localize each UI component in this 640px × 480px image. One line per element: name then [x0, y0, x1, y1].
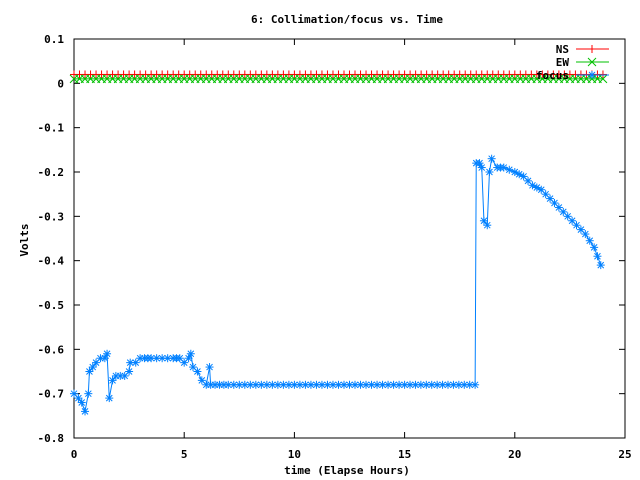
series-focus-point [367, 380, 376, 389]
legend-item-ns: NS [556, 43, 609, 56]
series-focus-point [268, 380, 277, 389]
series-focus-point [477, 163, 486, 172]
series-focus-point [186, 349, 195, 358]
series-focus-point [105, 394, 114, 403]
series-focus-point [596, 261, 605, 270]
series-focus-point [323, 380, 332, 389]
series-ns-point [598, 70, 607, 79]
y-tick-label: -0.2 [38, 166, 65, 179]
series-focus-point [585, 236, 594, 245]
legend-item-ew: EW [556, 56, 609, 69]
series-focus-line [73, 157, 602, 414]
series-ew-group [69, 74, 608, 84]
series-focus-point [147, 354, 156, 363]
x-tick-label: 5 [181, 448, 188, 461]
series-focus-point [306, 380, 315, 389]
series-focus-point [103, 349, 112, 358]
series-focus-point [479, 216, 488, 225]
y-tick-label: -0.7 [38, 388, 65, 401]
y-axis-label: Volts [18, 223, 31, 256]
series-focus-point [581, 230, 590, 239]
series-focus-point [284, 380, 293, 389]
y-tick-label: -0.8 [38, 432, 65, 445]
series-focus-group [70, 154, 605, 416]
chart-title: 6: Collimation/focus vs. Time [251, 13, 443, 26]
series-focus-point [519, 172, 528, 181]
series-ew-point [598, 74, 608, 84]
series-focus-point [395, 380, 404, 389]
y-tick-label: -0.3 [38, 210, 65, 223]
series-focus-point [471, 380, 480, 389]
series-focus-point [593, 252, 602, 261]
series-ns-group [70, 70, 607, 79]
series-focus-point [485, 168, 494, 176]
series-focus-point [193, 367, 202, 376]
x-tick-label: 10 [288, 448, 301, 461]
series-focus-point [74, 394, 83, 403]
series-layer [69, 70, 608, 416]
y-tick-label: -0.6 [38, 343, 65, 356]
series-focus-point [126, 358, 135, 367]
legend-label: focus [536, 69, 569, 82]
legend-marker [588, 45, 596, 53]
y-tick-label: -0.1 [38, 122, 65, 135]
series-focus-point [483, 221, 492, 230]
series-focus-point [108, 376, 117, 385]
plot-frame [73, 38, 626, 439]
series-focus-point [563, 212, 572, 221]
legend-marker [587, 57, 597, 67]
series-focus-point [362, 380, 371, 389]
legend-label: EW [556, 56, 570, 69]
series-focus-point [389, 380, 398, 389]
series-focus-point [422, 380, 431, 389]
series-focus-point [84, 389, 93, 398]
legend-item-focus: focus [536, 69, 609, 82]
series-focus-point [257, 380, 266, 389]
series-focus-point [125, 367, 134, 376]
series-focus-point [317, 380, 326, 389]
x-tick-label: 25 [618, 448, 631, 461]
legend-marker [588, 71, 596, 79]
y-tick-label: 0 [57, 77, 64, 90]
y-tick-label: 0.1 [44, 33, 64, 46]
x-tick-label: 20 [508, 448, 521, 461]
series-focus-point [85, 367, 94, 376]
series-focus-point [345, 380, 354, 389]
series-focus-point [88, 363, 97, 372]
series-focus-point [487, 154, 496, 163]
y-tick-label: -0.5 [38, 299, 65, 312]
series-focus-point [590, 243, 599, 252]
series-focus-point [81, 407, 90, 416]
series-focus-point [384, 380, 393, 389]
tick-layer: 0 5 10 15 20 25 0.1 0 -0.1 -0.2 -0.3 -0.4 -0.5 -0.6 -0… [38, 33, 632, 461]
x-tick-label: 15 [398, 448, 411, 461]
series-focus-point [433, 380, 442, 389]
y-tick-label: -0.4 [38, 255, 65, 268]
legend-label: NS [556, 43, 569, 56]
series-focus-point [378, 380, 387, 389]
x-tick-label: 0 [71, 448, 78, 461]
series-focus-point [77, 398, 86, 407]
series-focus-point [205, 363, 214, 372]
series-focus-point [246, 380, 255, 389]
x-axis-label: time (Elapse Hours) [284, 464, 410, 477]
series-focus-point [229, 380, 238, 389]
